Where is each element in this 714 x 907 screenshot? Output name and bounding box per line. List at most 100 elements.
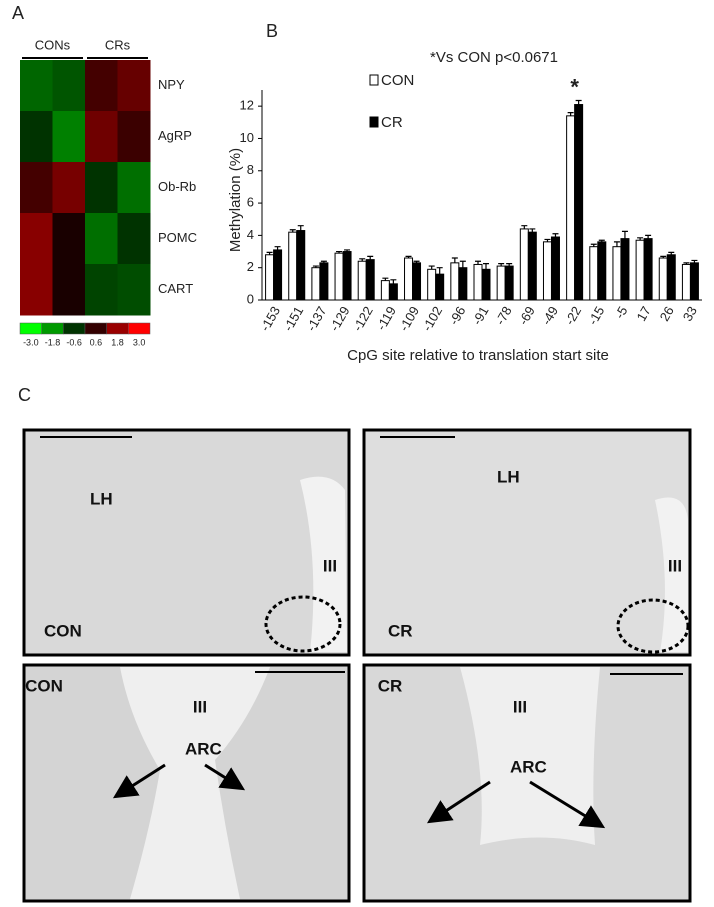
error-bar bbox=[613, 241, 620, 247]
ventricle bbox=[120, 667, 270, 899]
x-tick-label: -49 bbox=[539, 304, 561, 328]
error-bar bbox=[405, 255, 412, 258]
x-tick-label: -122 bbox=[350, 304, 376, 334]
bar bbox=[542, 241, 552, 301]
error-bar bbox=[529, 228, 536, 233]
bar bbox=[412, 262, 422, 301]
colorbar-box bbox=[128, 322, 151, 335]
error-bar bbox=[621, 230, 628, 239]
x-tick-label: 33 bbox=[680, 304, 700, 324]
error-bar bbox=[544, 238, 551, 242]
heatmap-cell bbox=[117, 60, 151, 112]
panel-label: C bbox=[18, 385, 31, 405]
error-bar bbox=[390, 279, 397, 284]
error-bar bbox=[552, 233, 559, 237]
error-bar bbox=[312, 265, 319, 268]
bar bbox=[635, 239, 645, 301]
y-tick-label: 6 bbox=[247, 195, 254, 210]
x-tick-label: 26 bbox=[657, 304, 677, 324]
colorbar-box bbox=[19, 322, 42, 335]
image bbox=[22, 428, 351, 657]
colorbar-label: -1.8 bbox=[45, 337, 61, 347]
y-tick-label: 8 bbox=[247, 162, 254, 177]
error-bar bbox=[367, 255, 374, 260]
image-label: ARC bbox=[510, 757, 547, 776]
region-outline bbox=[616, 598, 690, 654]
bar bbox=[643, 238, 653, 301]
colorbar-label: 3.0 bbox=[133, 337, 146, 347]
bar bbox=[620, 238, 630, 301]
image-label: LH bbox=[497, 467, 520, 486]
bar bbox=[450, 262, 460, 301]
bar bbox=[612, 246, 622, 301]
bar bbox=[273, 249, 283, 301]
bar bbox=[527, 231, 537, 301]
bar bbox=[288, 231, 298, 301]
image-label: CR bbox=[378, 676, 403, 695]
panel-label: A bbox=[12, 3, 24, 23]
x-tick-label: -78 bbox=[492, 304, 514, 328]
bar bbox=[496, 265, 506, 301]
arrow bbox=[112, 763, 166, 799]
colorbar-label: 0.6 bbox=[90, 337, 103, 347]
row-label: POMC bbox=[158, 230, 197, 245]
heatmap-cell bbox=[52, 162, 86, 214]
error-bar bbox=[483, 263, 489, 270]
column-group-label: CONs bbox=[35, 37, 71, 52]
y-tick-label: 10 bbox=[240, 130, 254, 145]
image-label: CON bbox=[44, 621, 82, 640]
bar bbox=[404, 257, 414, 301]
image-label: ARC bbox=[185, 739, 222, 758]
error-bar bbox=[428, 265, 435, 270]
error-bar bbox=[436, 267, 443, 275]
bar bbox=[365, 259, 375, 301]
x-tick-label: -153 bbox=[257, 304, 283, 334]
error-bar bbox=[359, 258, 366, 262]
bar bbox=[311, 267, 321, 301]
bar bbox=[689, 262, 699, 301]
micrographs bbox=[22, 428, 692, 903]
legend-swatch bbox=[369, 116, 379, 128]
x-axis-title: CpG site relative to translation start s… bbox=[347, 347, 609, 364]
arrow bbox=[529, 780, 606, 829]
arrow bbox=[204, 763, 246, 791]
x-tick-label: -151 bbox=[280, 304, 306, 334]
x-tick-label: -96 bbox=[446, 304, 468, 328]
bar bbox=[388, 283, 398, 301]
colorbar-box bbox=[84, 322, 107, 335]
bar bbox=[435, 273, 445, 301]
image-label: III bbox=[668, 556, 682, 575]
bar bbox=[342, 251, 352, 301]
ventricle bbox=[460, 667, 600, 845]
heatmap-cell bbox=[117, 162, 151, 214]
error-bar bbox=[413, 260, 420, 263]
bar bbox=[574, 104, 584, 301]
error-bar bbox=[459, 260, 466, 268]
bar bbox=[334, 252, 344, 301]
row-label: AgRP bbox=[158, 128, 192, 143]
error-bar bbox=[297, 225, 304, 231]
image-label: CR bbox=[388, 621, 413, 640]
x-tick-label: 17 bbox=[633, 304, 653, 324]
error-bar bbox=[645, 234, 652, 239]
bar bbox=[566, 115, 576, 301]
row-label: Ob-Rb bbox=[158, 179, 196, 194]
image-label: III bbox=[193, 697, 207, 716]
error-bar bbox=[382, 277, 389, 281]
significance-marker: * bbox=[570, 74, 579, 99]
x-tick-label: -102 bbox=[419, 304, 445, 334]
heatmap-cell bbox=[20, 264, 53, 316]
error-bar bbox=[506, 263, 513, 267]
x-tick-label: -119 bbox=[373, 304, 399, 333]
error-bar bbox=[336, 250, 343, 254]
bar bbox=[658, 257, 668, 301]
error-bar bbox=[320, 260, 327, 263]
bar bbox=[589, 246, 599, 301]
bar bbox=[550, 236, 560, 301]
bar bbox=[357, 260, 367, 301]
error-bar bbox=[266, 251, 273, 255]
colorbar-box bbox=[41, 322, 64, 335]
error-bar bbox=[660, 255, 667, 258]
ventricle bbox=[655, 497, 688, 652]
y-axis-title: Methylation (%) bbox=[227, 148, 244, 252]
